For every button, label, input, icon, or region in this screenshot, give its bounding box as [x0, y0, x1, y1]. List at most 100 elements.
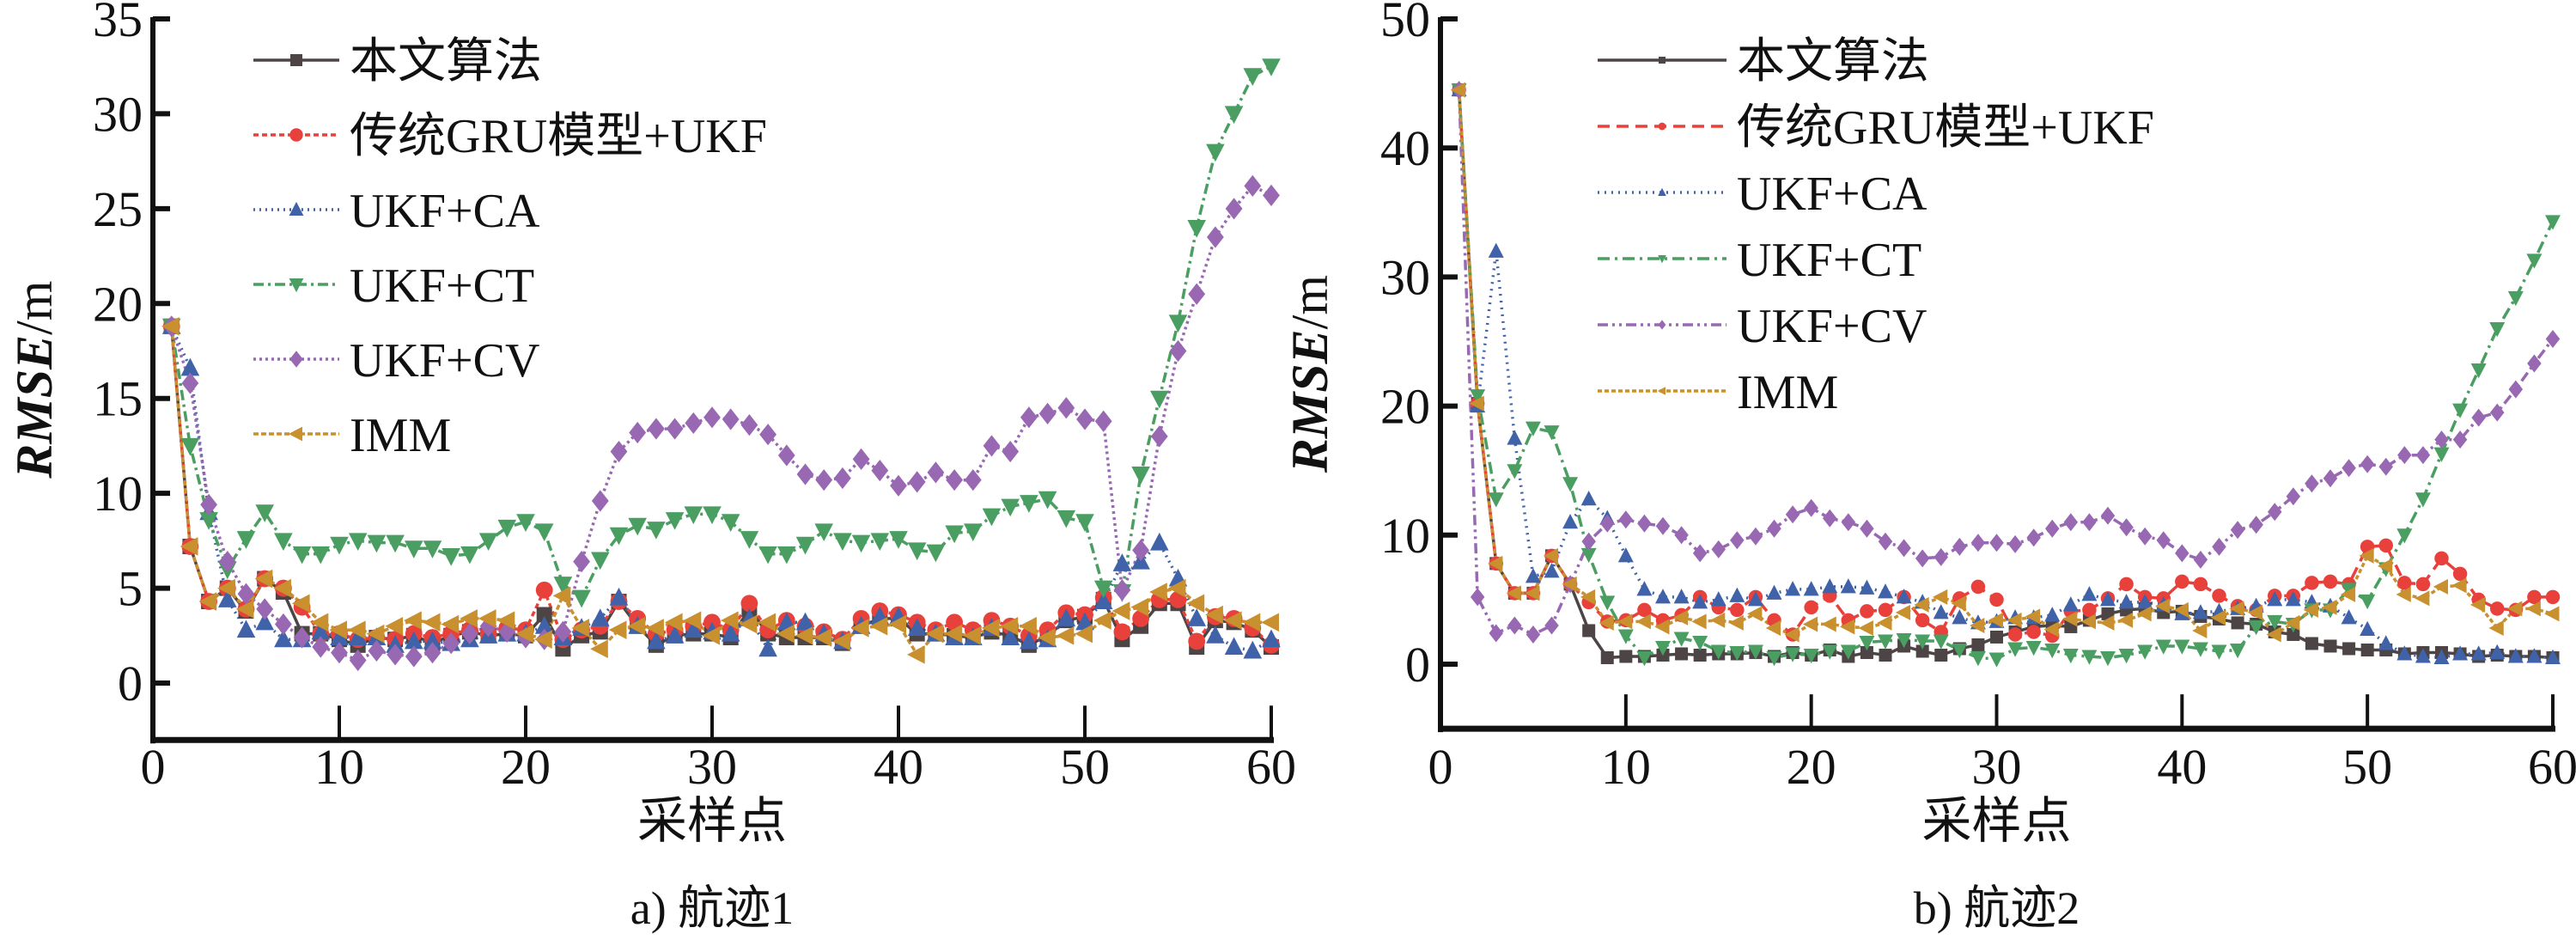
data-point — [1840, 578, 1856, 594]
data-point — [405, 631, 423, 650]
data-point — [1581, 532, 1596, 551]
data-point — [1934, 547, 1948, 566]
data-point — [310, 613, 329, 632]
data-point — [2117, 612, 2134, 628]
data-point — [1094, 410, 1112, 432]
data-point — [1915, 613, 1930, 628]
data-point — [1785, 647, 1801, 662]
data-point — [1057, 397, 1075, 419]
data-point — [535, 581, 553, 599]
data-point — [422, 613, 441, 632]
x-tick-label: 30 — [1972, 739, 2022, 795]
data-point — [180, 357, 200, 376]
legend-marker — [289, 128, 303, 142]
legend-marker — [1658, 255, 1666, 264]
data-point — [236, 619, 256, 638]
data-point — [2082, 602, 2097, 618]
data-point — [1710, 612, 1726, 628]
legend-marker — [290, 54, 302, 66]
data-point — [721, 514, 740, 532]
data-point — [1804, 498, 1818, 517]
data-point — [572, 589, 591, 608]
data-point — [1637, 602, 1652, 618]
data-point — [795, 536, 815, 555]
data-point — [1543, 547, 1558, 564]
data-point — [1225, 198, 1243, 220]
series-markers — [1450, 81, 2561, 668]
data-point — [442, 632, 460, 655]
data-point — [2174, 639, 2190, 655]
data-point — [646, 619, 664, 638]
x-tick-label: 40 — [874, 739, 923, 795]
data-point — [1879, 648, 1892, 662]
data-point — [2545, 329, 2561, 348]
data-point — [1002, 440, 1020, 463]
data-point — [1111, 601, 1130, 620]
data-point — [386, 534, 405, 553]
data-point — [1970, 534, 1986, 552]
data-point — [739, 614, 758, 634]
data-point — [534, 523, 554, 542]
data-point — [1488, 242, 1504, 258]
data-point — [1915, 634, 1931, 650]
data-point — [366, 624, 385, 644]
data-point — [385, 616, 404, 636]
panel-caption: b) 航迹2 — [1914, 882, 2080, 934]
data-point — [1187, 219, 1206, 238]
data-point — [946, 469, 963, 491]
data-point — [2100, 506, 2116, 525]
data-point — [2080, 613, 2096, 630]
y-axis-title-quantity: RMSE — [6, 335, 63, 479]
legend-marker — [1657, 387, 1666, 395]
data-point — [2342, 642, 2356, 656]
data-point — [2415, 492, 2431, 508]
data-point — [1450, 82, 1466, 98]
data-point — [1507, 616, 1522, 635]
data-point — [291, 594, 310, 613]
data-point — [1896, 589, 1912, 604]
data-point — [1934, 648, 1948, 662]
x-tick-label: 50 — [1060, 739, 1110, 795]
legend-marker — [1658, 122, 1666, 131]
data-point — [2285, 614, 2300, 631]
data-point — [2507, 290, 2524, 307]
data-point — [1878, 634, 1893, 650]
data-point — [1206, 143, 1225, 162]
data-point — [554, 620, 572, 643]
data-point — [2433, 649, 2450, 664]
data-point — [926, 544, 946, 563]
data-point — [1823, 509, 1837, 528]
data-point — [423, 631, 442, 650]
data-point — [331, 642, 348, 664]
data-point — [925, 624, 944, 644]
data-point — [274, 629, 293, 648]
data-point — [2323, 639, 2337, 653]
data-point — [2415, 577, 2431, 592]
data-point — [1076, 408, 1093, 430]
data-point — [1619, 650, 1633, 663]
data-point — [1580, 547, 1597, 564]
data-point — [1167, 578, 1186, 598]
legend-label: UKF+CT — [350, 259, 534, 313]
data-point — [461, 622, 478, 645]
data-point — [2247, 604, 2263, 620]
legend-label: UKF+CV — [350, 334, 539, 388]
data-point — [349, 649, 367, 672]
legend-marker — [1658, 187, 1666, 196]
data-point — [1150, 390, 1169, 409]
data-point — [2285, 591, 2301, 607]
data-point — [2118, 648, 2134, 664]
data-point — [2545, 215, 2561, 230]
data-point — [2007, 612, 2022, 628]
chart-panel-track2: 0 10 20 30 40 50 0 10 20 30 40 50 60 本文算法传统GRU模型+UKF… — [1282, 0, 2576, 934]
data-point — [2415, 446, 2431, 465]
data-point — [405, 645, 423, 668]
data-point — [2100, 650, 2116, 667]
data-point — [2508, 380, 2524, 399]
data-point — [1803, 581, 1819, 596]
data-point — [273, 578, 291, 598]
y-tick-label: 5 — [118, 561, 143, 617]
data-point — [1470, 588, 1485, 607]
data-point — [1263, 184, 1280, 206]
